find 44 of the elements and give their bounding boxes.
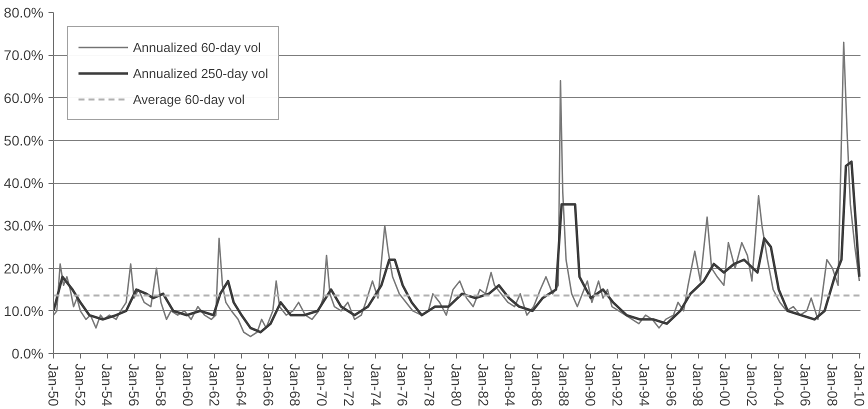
x-tick-label: Jan-56 [126, 364, 142, 407]
x-tick-label: Jan-90 [582, 364, 599, 407]
x-tick-label: Jan-06 [798, 364, 814, 407]
x-tick-label: Jan-68 [287, 364, 304, 407]
x-tick-label: Jan-82 [475, 364, 492, 407]
y-tick-label: 50.0% [4, 132, 44, 148]
x-tick-label: Jan-88 [556, 364, 572, 407]
x-tick-label: Jan-78 [422, 364, 438, 407]
x-tick-label: Jan-72 [340, 364, 357, 407]
y-tick-label: 10.0% [4, 302, 44, 319]
y-tick-label: 70.0% [4, 47, 44, 64]
x-tick-label: Jan-70 [314, 364, 330, 407]
y-tick-label: 80.0% [4, 4, 44, 20]
x-tick-label: Jan-00 [717, 364, 734, 407]
x-tick-label: Jan-96 [663, 364, 680, 407]
x-tick-label: Jan-94 [636, 364, 652, 407]
x-tick-label: Jan-52 [72, 364, 88, 407]
x-tick-label: Jan-04 [770, 364, 787, 407]
y-tick-label: 60.0% [4, 90, 44, 106]
x-tick-label: Jan-08 [824, 364, 840, 407]
x-tick-label: Jan-10 [851, 364, 868, 407]
x-tick-label: Jan-60 [180, 364, 196, 407]
legend-label: Annualized 250-day vol [133, 66, 268, 80]
y-tick-label: 0.0% [12, 346, 44, 362]
x-tick-label: Jan-76 [394, 364, 411, 407]
legend-label: Average 60-day vol [133, 92, 245, 106]
line-series [54, 160, 860, 334]
x-tick-label: Jan-74 [368, 364, 384, 407]
legend-label: Annualized 60-day vol [133, 40, 261, 54]
x-tick-label: Jan-64 [234, 364, 250, 407]
y-tick-label: 30.0% [4, 218, 44, 234]
x-tick-label: Jan-02 [744, 364, 760, 407]
y-tick-label: 20.0% [4, 260, 44, 276]
x-tick-label: Jan-80 [448, 364, 464, 407]
x-tick-label: Jan-86 [529, 364, 546, 407]
x-tick-label: Jan-92 [610, 364, 626, 407]
x-tick-label: Jan-98 [690, 364, 706, 407]
x-tick-label: Jan-50 [46, 364, 62, 407]
y-tick-label: 40.0% [4, 175, 44, 191]
x-tick-label: Jan-62 [206, 364, 223, 407]
x-tick-label: Jan-84 [502, 364, 518, 407]
x-tick-label: Jan-66 [260, 364, 276, 407]
x-tick-label: Jan-54 [99, 364, 116, 407]
x-tick-label: Jan-58 [152, 364, 169, 407]
